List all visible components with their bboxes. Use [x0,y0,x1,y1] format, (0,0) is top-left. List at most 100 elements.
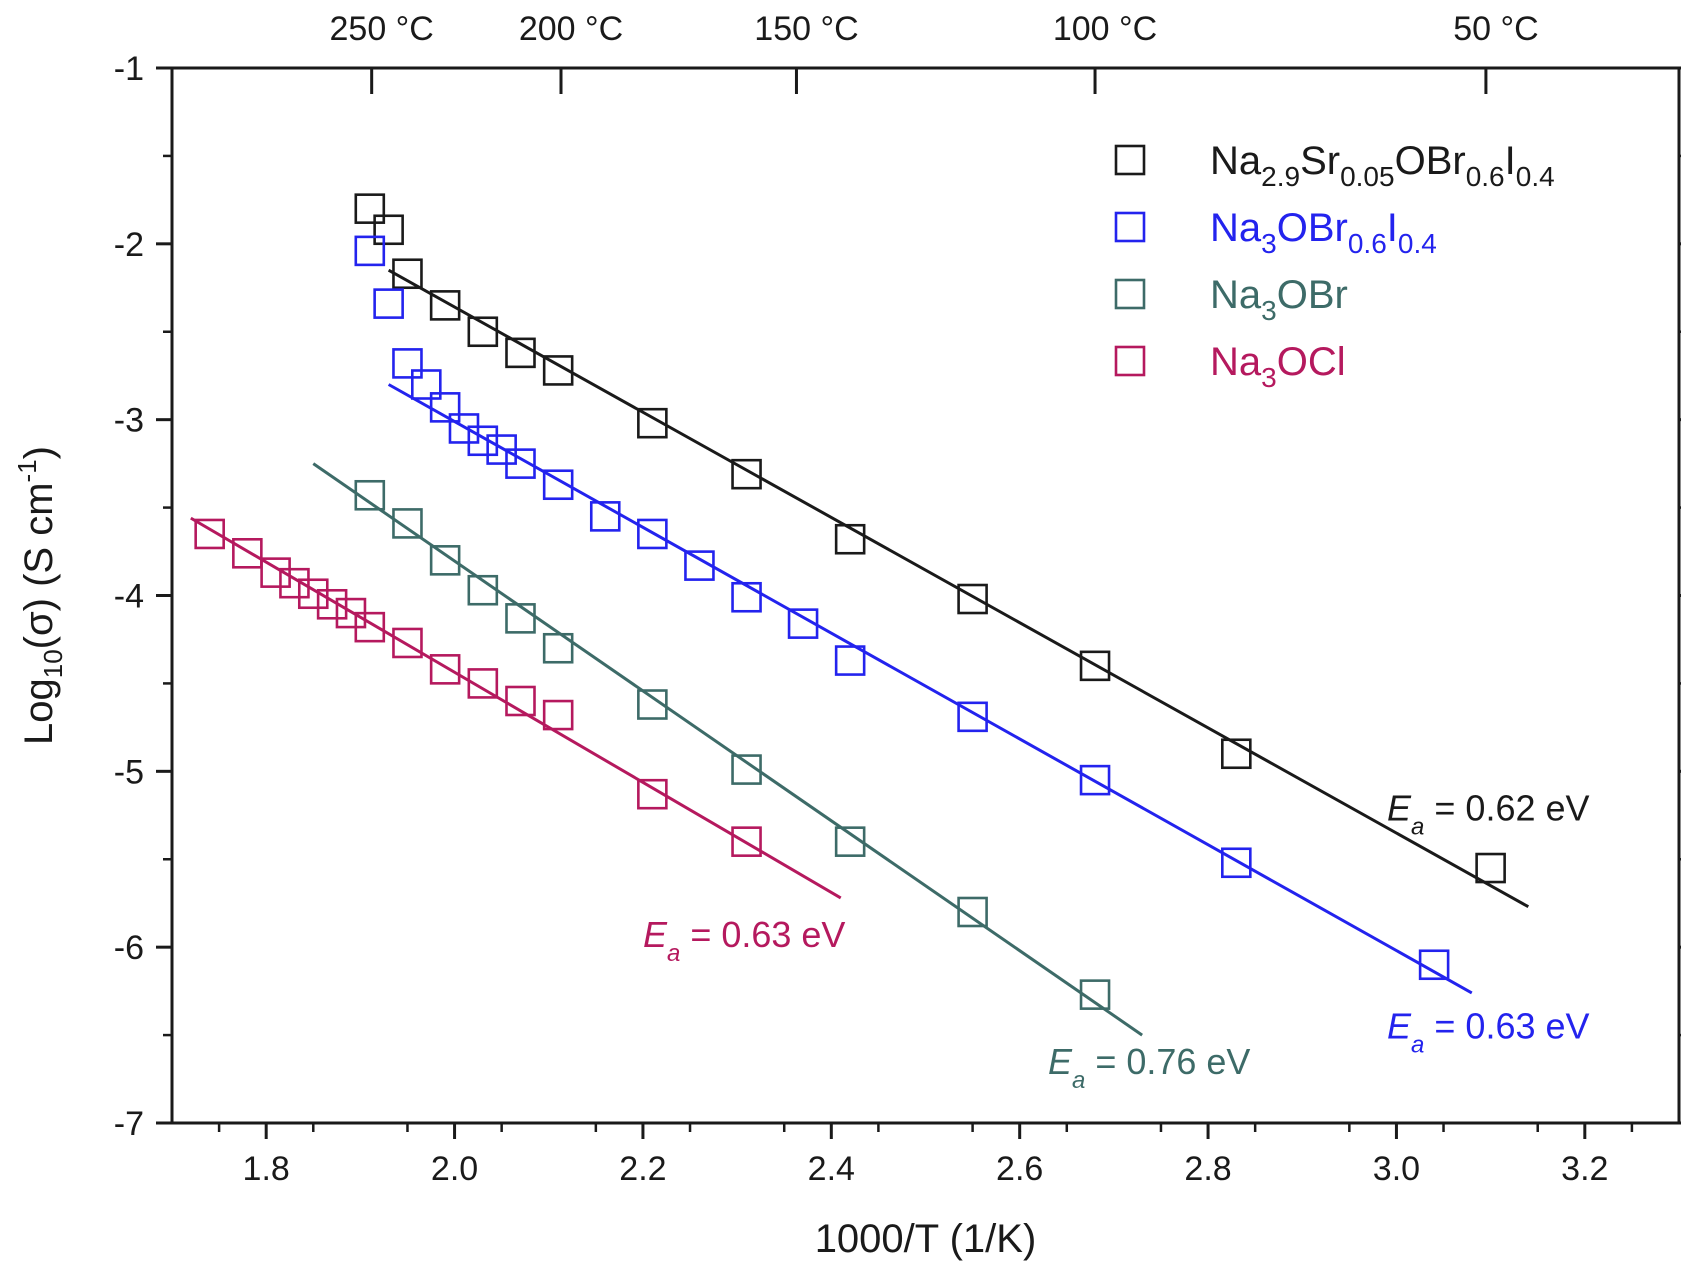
data-point [731,458,762,490]
data-point [834,826,866,857]
legend: Na2.9Sr0.05OBr0.6I0.4 Na3OBr0.6I0.4 Na3OBr… [1114,139,1555,393]
data-point [279,567,310,599]
data-point [834,523,866,555]
data-point [505,685,536,717]
data-point [957,701,988,733]
data-point [467,574,499,606]
y-tick-label: -3 [114,402,144,440]
data-point [834,645,866,676]
data-point [429,392,461,423]
data-point [429,654,461,685]
y-tick-label: -1 [114,50,144,88]
data-point [684,550,715,581]
data-point [1221,738,1252,770]
x-tick-label: 2.4 [808,1150,855,1188]
data-point [316,588,348,620]
data-point [354,611,386,643]
legend-label: Na3OCl [1210,340,1346,393]
legend-marker [1114,144,1146,176]
data-point [1079,764,1111,796]
x-tick-label: 2.0 [431,1150,478,1188]
data-point [354,235,386,267]
data-point [373,214,404,246]
legend-label: Na2.9Sr0.05OBr0.6I0.4 [1210,139,1555,192]
top-axis-label: 200 °C [519,10,623,48]
data-point [1221,847,1252,879]
legend-label: Na3OBr [1210,273,1348,326]
data-point [1079,979,1111,1010]
data-point [589,501,621,532]
data-point [957,583,988,615]
data-point [1079,650,1111,682]
data-point [787,608,819,639]
data-point [637,778,668,810]
x-tick-label: 2.6 [996,1150,1043,1188]
data-point [467,316,499,348]
x-tick-label: 3.0 [1373,1150,1420,1188]
y-axis-title: Log10(σ) (S cm-1) [12,446,68,745]
plot-frame [170,66,1681,1125]
data-point [505,603,536,634]
data-point [731,581,762,613]
y-tick-label: -7 [114,1105,144,1143]
data-point [411,369,442,400]
activation-energy-label: Ea = 0.62 eV [1387,788,1590,841]
data-point [542,632,574,664]
data-point [637,518,668,550]
data-point [297,578,329,610]
data-point [637,407,668,439]
x-tick-label: 2.2 [619,1150,666,1188]
data-point [542,699,574,731]
data-point [542,355,574,386]
fit-lines [190,268,1530,1037]
data-point [354,193,386,224]
y-tick-label: -2 [114,226,144,264]
data-point [505,448,536,479]
data-point [731,826,762,857]
x-tick-label: 3.2 [1561,1150,1608,1188]
data-point [392,348,423,379]
data-point [467,425,499,457]
data-point [429,545,461,576]
data-point [637,689,668,720]
data-point [194,518,225,550]
fit-line [387,383,1473,995]
x-tick-label: 1.8 [243,1150,290,1188]
y-tick-label: -5 [114,753,144,791]
labels: 1.8 2.0 2.2 2.4 2.6 2.8 3.0 3.2 -1 -2 -3 -4 -5 -6 -7 25… [12,10,1608,1261]
legend-marker [1114,345,1146,377]
top-axis-label: 50 °C [1453,10,1538,48]
x-axis-title: 1000/T (1/K) [815,1217,1037,1261]
data-point [354,479,386,511]
activation-energy-label: Ea = 0.63 eV [643,914,846,967]
fit-line [312,462,1143,1037]
data-point [467,668,499,699]
data-point [232,537,263,569]
data-point [392,508,423,539]
data-point [1475,852,1506,884]
data-point [1418,949,1450,981]
activation-energy-label: Ea = 0.76 eV [1048,1041,1251,1094]
data-point [505,337,536,369]
data-point [731,754,762,785]
top-axis-label: 100 °C [1053,10,1157,48]
data-point [429,290,461,321]
top-axis-label: 150 °C [754,10,858,48]
top-axis-label: 250 °C [330,10,434,48]
y-tick-label: -4 [114,578,144,616]
data-points [194,193,1506,1010]
plot-area-frame [170,66,1681,1125]
legend-marker [1114,211,1146,243]
legend-marker [1114,278,1146,310]
activation-energy-label: Ea = 0.63 eV [1387,1006,1590,1059]
data-point [260,557,291,588]
y-tick-label: -6 [114,929,144,967]
data-point [542,469,574,501]
axis-ticks [156,66,1681,1139]
data-point [373,288,404,319]
legend-label: Na3OBr0.6I0.4 [1210,206,1437,259]
data-point [392,627,423,659]
data-point [392,258,423,290]
data-point [957,896,988,928]
